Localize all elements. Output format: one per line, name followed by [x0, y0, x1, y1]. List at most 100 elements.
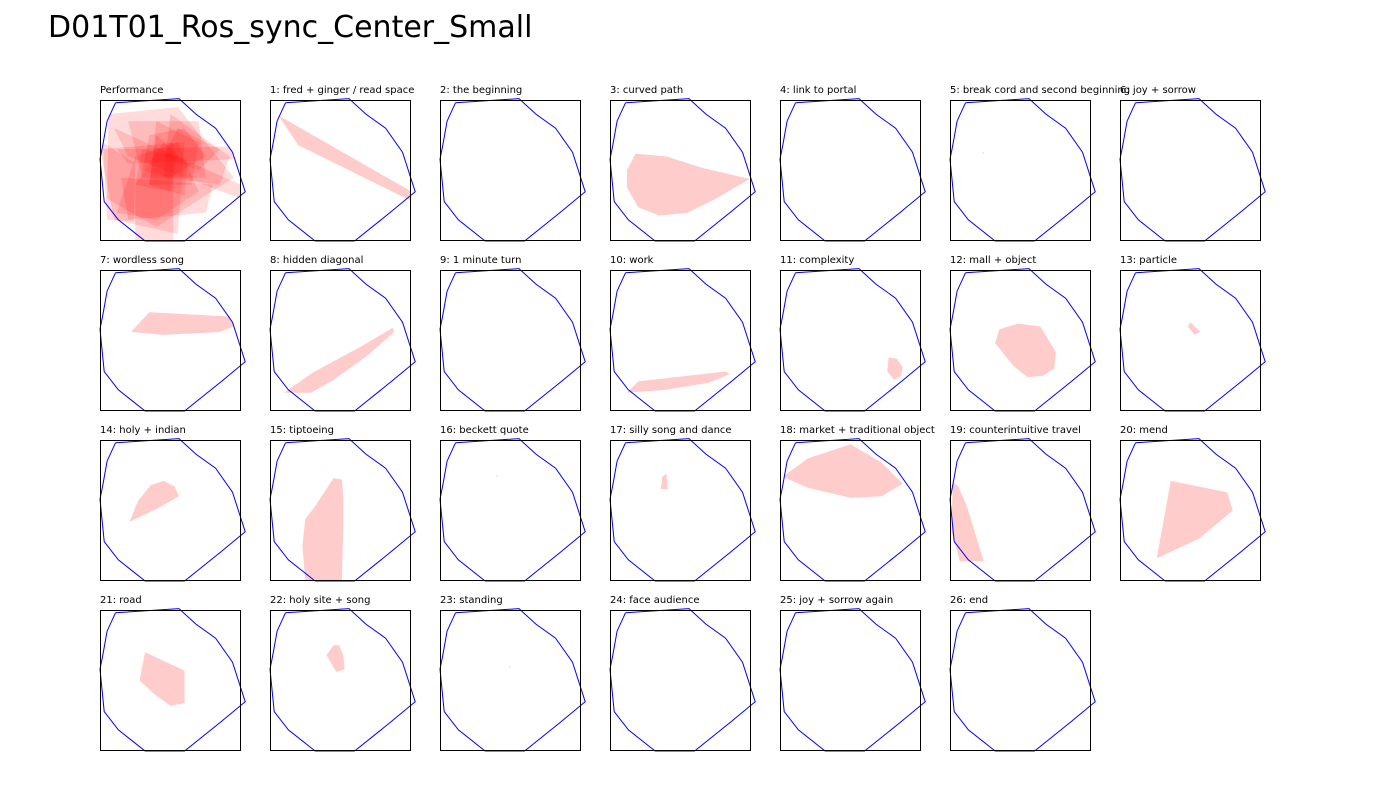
movement-region: [626, 153, 750, 216]
panel-frame: [1120, 270, 1261, 411]
panel-frame: [780, 610, 921, 751]
panel-frame: [440, 440, 581, 581]
panel-title: 5: break cord and second beginning: [950, 85, 1131, 96]
panel-plot: [99, 98, 246, 242]
panel: 17: silly song and dance: [609, 425, 756, 582]
panel-frame: [270, 270, 411, 411]
movement-region: [102, 142, 136, 222]
panel-plot: [609, 608, 756, 752]
panel-plot: [1119, 98, 1266, 242]
panel-frame: [1120, 100, 1261, 241]
movement-region: [995, 323, 1056, 378]
panel: 7: wordless song: [99, 255, 246, 412]
panel-plot: [949, 438, 1096, 582]
panel: 19: counterintuitive travel: [949, 425, 1096, 582]
panel-title: 10: work: [610, 255, 654, 266]
panel: 16: beckett quote: [439, 425, 586, 582]
panel: 12: mall + object: [949, 255, 1096, 412]
panel: Performance: [99, 85, 246, 242]
panel-frame: [270, 610, 411, 751]
movement-region: [116, 142, 199, 220]
panel-frame: [610, 270, 751, 411]
panel-title: 20: mend: [1120, 425, 1168, 436]
panel-title: 19: counterintuitive travel: [950, 425, 1081, 436]
panel-frame: [610, 610, 751, 751]
space-boundary: [949, 608, 1096, 752]
panel-frame: [100, 440, 241, 581]
panel-plot: [269, 438, 416, 582]
movement-region: [326, 645, 345, 672]
panel-plot: [99, 438, 246, 582]
panel-frame: [270, 100, 411, 241]
movement-region: [139, 652, 185, 706]
movement-region: [129, 480, 179, 522]
panel-title: 6: joy + sorrow: [1120, 85, 1196, 96]
panel-title: 12: mall + object: [950, 255, 1037, 266]
panel-title: 13: particle: [1120, 255, 1177, 266]
panel-frame: [950, 100, 1091, 241]
panel: 15: tiptoeing: [269, 425, 416, 582]
panel: 25: joy + sorrow again: [779, 595, 926, 752]
panel-title: 22: holy site + song: [270, 595, 371, 606]
panel: 18: market + traditional object: [779, 425, 935, 582]
panel: 4: link to portal: [779, 85, 926, 242]
panel-title: 3: curved path: [610, 85, 684, 96]
panel: 2: the beginning: [439, 85, 586, 242]
movement-region: [278, 115, 411, 201]
panel: 20: mend: [1119, 425, 1266, 582]
panel-frame: [780, 100, 921, 241]
movement-region: [116, 146, 234, 164]
space-boundary: [779, 608, 926, 752]
panel-title: 2: the beginning: [440, 85, 523, 96]
panel-title: 18: market + traditional object: [780, 425, 935, 436]
panel-title: 23: standing: [440, 595, 503, 606]
panel-plot: [1119, 438, 1266, 582]
panel-plot: [779, 268, 926, 412]
movement-region: [509, 666, 511, 668]
movement-region: [660, 473, 668, 490]
space-boundary: [609, 608, 756, 752]
panel: 13: particle: [1119, 255, 1266, 412]
movement-region: [163, 114, 230, 185]
panel-title: 15: tiptoeing: [270, 425, 334, 436]
panel-plot: [609, 438, 756, 582]
movement-region: [887, 357, 903, 380]
movement-region: [284, 327, 395, 393]
panel: 24: face audience: [609, 595, 756, 752]
movement-region: [128, 121, 206, 178]
panel: 22: holy site + song: [269, 595, 416, 752]
panel: 8: hidden diagonal: [269, 255, 416, 412]
panel-plot: [269, 268, 416, 412]
space-boundary: [99, 438, 246, 582]
panel: 11: complexity: [779, 255, 926, 412]
space-boundary: [439, 608, 586, 752]
space-boundary: [269, 98, 416, 242]
panel-plot: [609, 98, 756, 242]
panel-plot: [779, 438, 926, 582]
panel-frame: [440, 100, 581, 241]
space-boundary: [439, 268, 586, 412]
space-boundary: [439, 98, 586, 242]
panel: 1: fred + ginger / read space: [269, 85, 416, 242]
movement-region: [149, 121, 199, 185]
panel-plot: [439, 98, 586, 242]
panel-plot: [1119, 268, 1266, 412]
panel: 5: break cord and second beginning: [949, 85, 1130, 242]
panel-plot: [779, 608, 926, 752]
panel-frame: [1120, 440, 1261, 581]
panel: 3: curved path: [609, 85, 756, 242]
panel-plot: [439, 438, 586, 582]
panel-title: 24: face audience: [610, 595, 700, 606]
panel-frame: [270, 440, 411, 581]
panel-frame: [950, 440, 1091, 581]
movement-region: [100, 142, 185, 234]
movement-region: [496, 475, 498, 477]
panel-plot: [269, 608, 416, 752]
movement-region: [1156, 480, 1233, 559]
panel-title: Performance: [100, 85, 164, 96]
movement-region: [626, 371, 730, 393]
space-boundary: [1119, 268, 1266, 412]
panel-frame: [950, 610, 1091, 751]
panel-frame: [100, 610, 241, 751]
panel-frame: [440, 610, 581, 751]
